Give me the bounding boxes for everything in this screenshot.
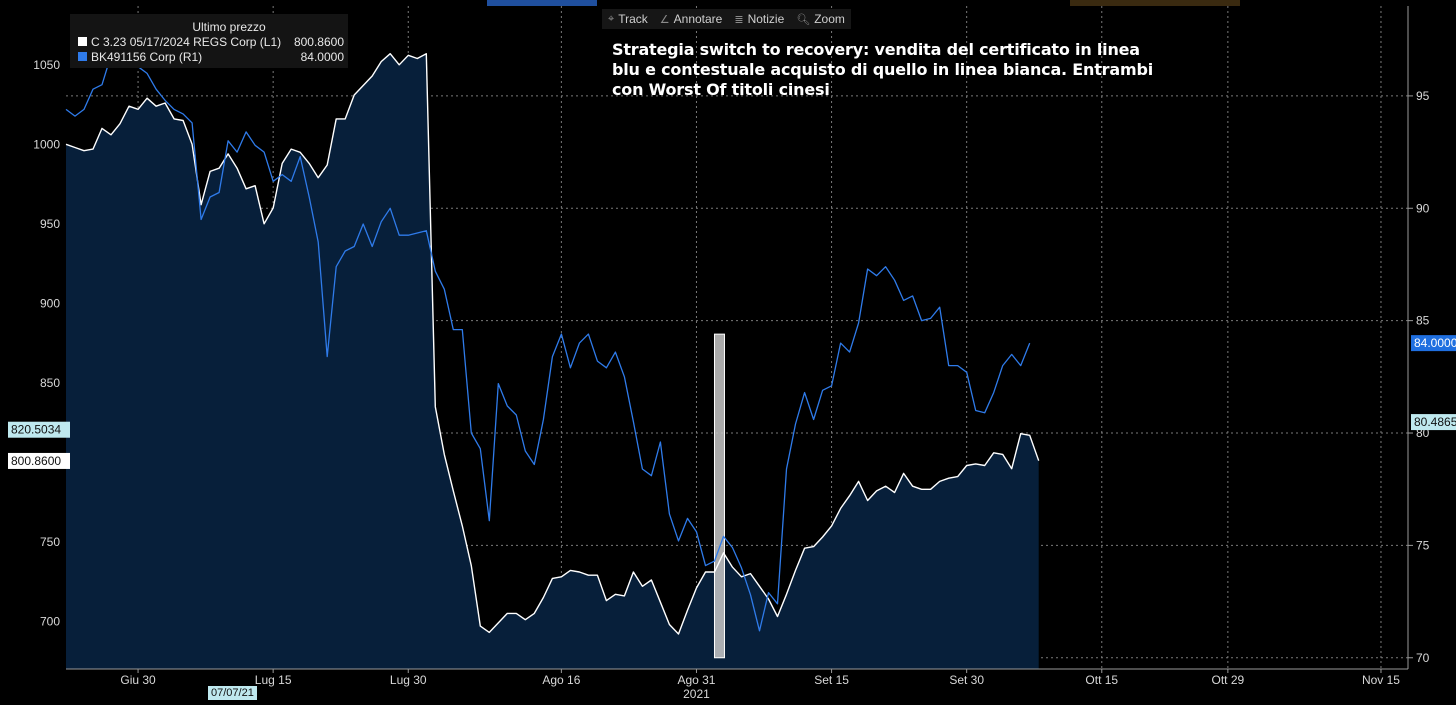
area-fill-layer [66, 53, 1039, 669]
zoom-label: Zoom [814, 12, 845, 26]
legend-series-value: 84.0000 [300, 49, 344, 64]
legend-series-value: 800.8600 [293, 34, 344, 49]
x-axis-tick-label: Giu 30 [120, 673, 156, 687]
series-line-white [65, 53, 1040, 635]
right-value-tag-2: 80.4865 [1411, 414, 1456, 431]
value-tag-text: 84.0000 [1414, 336, 1456, 350]
x-axis-tick-label: Set 15 [814, 673, 849, 687]
annotate-button[interactable]: ∠ Annotare [654, 12, 729, 26]
annotate-label: Annotare [673, 12, 723, 26]
x-axis-tick-label: Ago 16 [542, 673, 580, 687]
right-axis-tick-label: 70 [1416, 651, 1430, 665]
highlight-band-layer [713, 333, 725, 659]
pen-icon: ∠ [659, 13, 670, 26]
value-tag-text: 80.4865 [1414, 415, 1456, 429]
legend-row-blue-series[interactable]: BK491156 Corp (R1) 84.0000 [70, 49, 348, 64]
axis-labels-layer: 70758085909570075080085090095010001050Gi… [33, 6, 1430, 701]
value-tag-bg [8, 421, 70, 438]
legend-series-name: BK491156 Corp (R1) [91, 49, 203, 64]
legend-series-name: C 3.23 05/17/2024 REGS Corp (L1) [91, 34, 282, 49]
top-accent-bar-blue [487, 0, 597, 6]
news-button[interactable]: ≣ Notizie [728, 12, 790, 26]
left-axis-tick-label: 750 [40, 535, 60, 549]
highlight-band-rect [713, 333, 725, 659]
value-tag-bg [1411, 414, 1456, 431]
chart-annotation-text[interactable]: Strategia switch to recovery: vendita de… [612, 40, 1153, 99]
left-axis-tick-label: 1000 [33, 137, 60, 151]
value-tag-text: 800.8600 [11, 454, 61, 468]
magnifier-icon: 🔍︎ [796, 13, 811, 26]
top-accent-bar-dark [1070, 0, 1240, 6]
left-axis-tick-label: 950 [40, 217, 60, 231]
zoom-button[interactable]: 🔍︎ Zoom [790, 12, 851, 26]
right-axis-tick-label: 75 [1416, 538, 1430, 552]
left-axis-tick-label: 850 [40, 376, 60, 390]
series-line-blue [65, 43, 1031, 632]
right-axis-tick-label: 90 [1416, 201, 1430, 215]
legend-row-white-series[interactable]: C 3.23 05/17/2024 REGS Corp (L1) 800.860… [70, 34, 348, 49]
left-value-tag-1: 820.5034 [8, 421, 70, 438]
legend-swatch-white [78, 37, 87, 46]
value-tag-bg [1411, 335, 1456, 352]
right-value-tag-1: 84.0000 [1411, 335, 1456, 352]
x-axis-tick-label: Lug 15 [255, 673, 292, 687]
x-axis-tick-label: Set 30 [949, 673, 984, 687]
series-lines-layer [65, 43, 1040, 635]
right-axis-tick-label: 95 [1416, 89, 1430, 103]
legend-swatch-blue [78, 52, 87, 61]
value-tag-text: 820.5034 [11, 423, 61, 437]
legend-header: Ultimo prezzo [192, 20, 266, 34]
left-value-tag-2: 800.8600 [8, 452, 70, 469]
right-axis-tick-label: 85 [1416, 314, 1430, 328]
left-axis-tick-label: 900 [40, 296, 60, 310]
x-axis-tick-label: Ago 31 [677, 673, 715, 687]
x-axis-year-label: 2021 [683, 687, 710, 701]
date-marker-label: 07/07/21 [208, 686, 257, 700]
value-tag-bg [8, 452, 70, 469]
chart-legend: Ultimo prezzo C 3.23 05/17/2024 REGS Cor… [70, 14, 348, 68]
left-axis-tick-label: 1050 [33, 58, 60, 72]
left-axis-tick-label: 700 [40, 614, 60, 628]
chart-toolbar: ⌖ Track ∠ Annotare ≣ Notizie 🔍︎ Zoom [602, 9, 851, 29]
track-button[interactable]: ⌖ Track [602, 12, 654, 26]
crosshair-icon: ⌖ [608, 12, 615, 25]
series-area-fill [66, 53, 1039, 669]
x-axis-tick-label: Ott 29 [1212, 673, 1245, 687]
news-label: Notizie [747, 12, 785, 26]
x-axis-tick-label: Lug 30 [390, 673, 427, 687]
track-label: Track [618, 12, 648, 26]
x-axis-tick-label: Nov 15 [1362, 673, 1400, 687]
value-tags-layer: 820.5034 800.8600 84.0000 80.4865 [8, 335, 1456, 469]
x-axis-tick-label: Ott 15 [1085, 673, 1118, 687]
news-icon: ≣ [734, 13, 744, 26]
